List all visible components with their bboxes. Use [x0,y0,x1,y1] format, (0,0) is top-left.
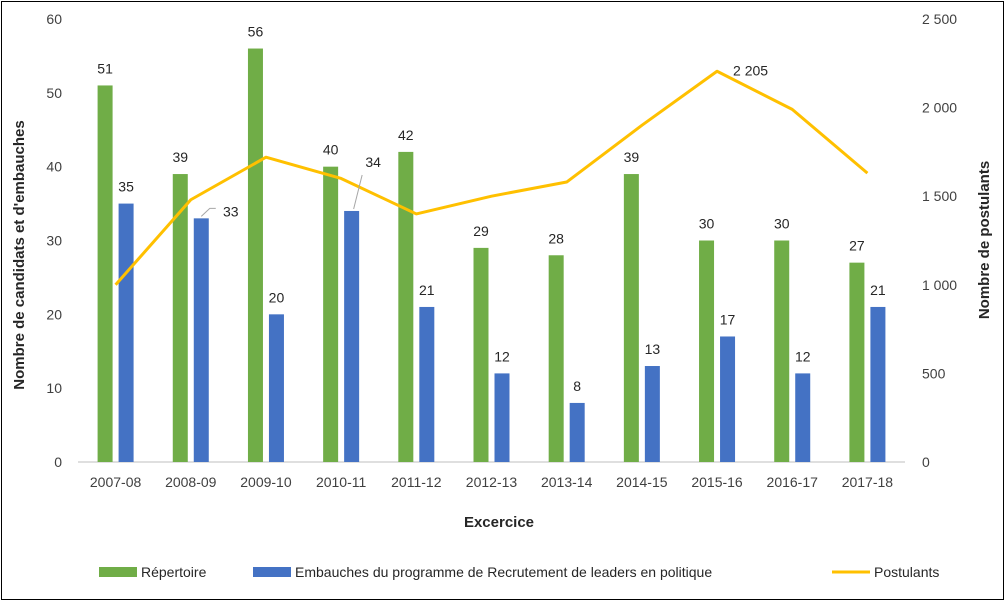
legend-label-repertoire: Répertoire [141,564,207,580]
bar-embauches [644,366,660,462]
line-postulants [114,69,869,286]
legend-label-embauches: Embauches du programme de Recrutement de… [295,564,712,580]
category-label: 2016-17 [767,474,819,490]
data-label-repertoire: 27 [849,238,865,254]
data-label-embauches: 8 [573,378,581,394]
legend-swatch-repertoire [99,567,137,577]
bar-repertoire [172,174,188,463]
bars-group [97,48,886,463]
data-label-repertoire: 56 [248,24,264,40]
data-label-repertoire: 39 [624,149,640,165]
bar-repertoire [849,262,865,462]
bar-embauches [720,336,736,462]
category-label: 2010-11 [316,474,367,490]
left-tick-label: 20 [46,306,62,322]
bar-embauches [268,314,284,462]
data-label-repertoire: 28 [548,230,564,246]
left-tick-label: 40 [46,159,62,175]
legend-swatch-embauches [253,567,291,577]
data-label-embauches: 20 [269,289,285,305]
right-axis-ticks: 0 500 1 000 1 500 2 000 2 500 [922,11,957,470]
data-labels-group: 51 35 39 33 56 20 40 34 42 21 29 12 28 8 39 13 30 17 30 12 2… [97,24,886,394]
right-tick-label: 0 [922,454,930,470]
data-label-embauches: 35 [118,179,134,195]
bar-repertoire [548,255,564,462]
left-tick-label: 60 [46,11,62,27]
data-label-repertoire: 40 [323,142,339,158]
right-tick-label: 2 000 [922,100,957,116]
data-label-repertoire: 51 [97,60,113,76]
bar-repertoire [398,151,414,462]
data-label-repertoire: 39 [172,149,188,165]
right-tick-label: 2 500 [922,11,957,27]
bar-embauches [494,373,510,462]
y2-axis-title: Nombre de postulants [976,161,993,319]
bar-embauches [193,218,209,462]
left-tick-label: 30 [46,233,62,249]
leader-line [353,174,363,210]
category-label: 2011-12 [391,474,442,490]
bar-repertoire [699,240,715,462]
data-label-repertoire: 30 [699,216,715,232]
data-label-embauches: 21 [419,282,435,298]
bar-embauches [795,373,811,462]
category-label: 2015-16 [691,474,743,490]
category-label: 2013-14 [541,474,593,490]
category-label: 2017-18 [842,474,894,490]
bar-repertoire [623,174,639,463]
left-tick-label: 10 [46,380,62,396]
bar-repertoire [97,85,113,462]
category-labels: 2007-08 2008-09 2009-10 2010-11 2011-12 2012-… [90,474,893,490]
category-label: 2009-10 [240,474,292,490]
bar-repertoire [473,247,489,462]
category-label: 2014-15 [616,474,668,490]
category-label: 2012-13 [466,474,518,490]
data-label-repertoire: 29 [473,223,489,239]
bar-embauches [569,402,585,462]
right-tick-label: 500 [922,365,946,381]
bar-repertoire [323,166,339,462]
right-tick-label: 1 000 [922,277,957,293]
data-label-embauches: 17 [720,311,736,327]
data-label-embauches: 21 [870,282,886,298]
bar-repertoire [774,240,790,462]
data-label-embauches: 13 [645,341,661,357]
data-label-postulants: 2 205 [733,62,768,78]
bar-repertoire [247,48,263,463]
bar-embauches [870,306,886,462]
data-label-embauches: 12 [494,348,510,364]
category-label: 2007-08 [90,474,142,490]
left-axis-ticks: 0 10 20 30 40 50 60 [46,11,62,470]
left-tick-label: 50 [46,85,62,101]
left-tick-label: 0 [54,454,62,470]
legend-label-postulants: Postulants [874,564,939,580]
y-axis-title: Nombre de candidats et d'embauches [11,120,28,389]
bar-embauches [419,306,435,462]
data-label-repertoire: 30 [774,216,790,232]
data-label-embauches: 33 [223,203,239,219]
line-series-group [114,69,869,286]
category-label: 2008-09 [165,474,217,490]
right-tick-label: 1 500 [922,188,957,204]
data-label-embauches: 12 [795,348,811,364]
bar-embauches [344,210,360,462]
leader-line [200,207,216,217]
data-label-embauches: 34 [365,154,381,170]
legend: Répertoire Embauches du programme de Rec… [99,564,939,580]
data-label-repertoire: 42 [398,127,414,143]
x-axis-title: Excercice [464,514,534,531]
bar-embauches [118,203,134,463]
